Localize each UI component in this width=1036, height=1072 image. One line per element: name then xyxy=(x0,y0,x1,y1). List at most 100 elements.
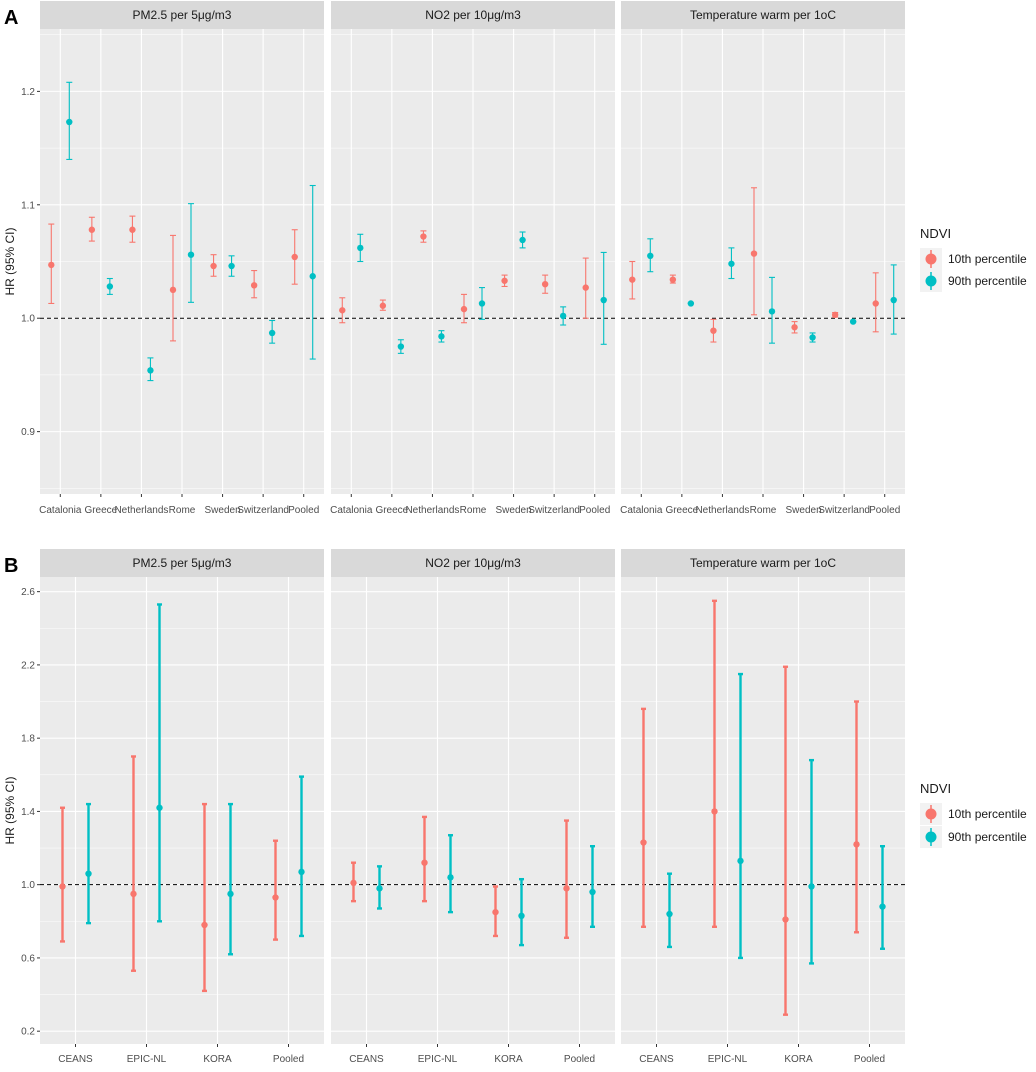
facet-2: NO2 per 10μg/m3 Catalonia GreeceNetherland… xyxy=(330,1,615,516)
y-tick-label: 1.4 xyxy=(21,807,35,818)
y-tick-label: 1.1 xyxy=(21,200,35,211)
estimate-point xyxy=(379,302,387,309)
estimate-point xyxy=(629,276,636,283)
estimate-point xyxy=(397,343,405,350)
estimate-point xyxy=(210,262,217,270)
facet-strip xyxy=(40,549,324,577)
panel-letter-a: A xyxy=(4,7,18,29)
facet-title: PM2.5 per 5μg/m3 xyxy=(133,8,232,22)
x-tick-label: Catalonia xyxy=(39,505,82,516)
estimate-point xyxy=(129,226,136,233)
x-tick-label: KORA xyxy=(494,1054,523,1065)
y-tick-label: 1.8 xyxy=(21,734,35,745)
estimate-point xyxy=(147,367,154,374)
facet-strip xyxy=(331,549,615,577)
estimate-point xyxy=(687,300,695,307)
estimate-point xyxy=(447,874,454,881)
y-axis-title: HR (95% CI) xyxy=(3,227,17,295)
legend-title: NDVI xyxy=(920,781,951,796)
facet-strip xyxy=(40,1,324,29)
x-tick-label: Greece xyxy=(375,505,408,516)
facet-1: PM2.5 per 5μg/m3 Catalonia GreeceNetherlan… xyxy=(39,1,324,516)
x-tick-label: Pooled xyxy=(579,505,610,516)
legend-key-point xyxy=(925,831,937,843)
panel-background xyxy=(331,577,615,1044)
estimate-point xyxy=(376,885,383,892)
estimate-point xyxy=(737,857,744,865)
facet-title: PM2.5 per 5μg/m3 xyxy=(133,556,232,570)
x-tick-label: Catalonia xyxy=(620,505,663,516)
x-tick-label: Rome xyxy=(460,505,487,516)
x-tick-label: Greece xyxy=(84,505,117,516)
facet-strip xyxy=(621,549,905,577)
y-tick-label: 2.2 xyxy=(21,660,35,671)
y-tick-label: 1.0 xyxy=(21,880,35,891)
facet-strip xyxy=(621,1,905,29)
estimate-point xyxy=(782,916,789,923)
x-tick-label: Rome xyxy=(169,505,196,516)
y-tick-label: 0.2 xyxy=(21,1027,35,1038)
chart-b: B HR (95% CI) 0.2 0.6 1.0 1.4 1.8 2.2 2.6 PM2.5 p… xyxy=(3,549,1027,1065)
x-tick-label: Pooled xyxy=(288,505,319,516)
legend-label: 90th percentile xyxy=(948,274,1027,288)
estimate-point xyxy=(187,251,195,258)
estimate-point xyxy=(268,329,276,337)
y-tick-label: 1.2 xyxy=(21,87,35,98)
estimate-point xyxy=(106,283,114,290)
y-axis-title: HR (95% CI) xyxy=(3,776,17,844)
x-tick-label: Netherlands xyxy=(405,505,459,516)
x-tick-label: Switzerland xyxy=(237,505,289,516)
panel-background xyxy=(40,577,324,1044)
x-tick-label: Sweden xyxy=(786,505,822,516)
x-tick-label: Sweden xyxy=(496,505,532,516)
estimate-point xyxy=(768,308,776,315)
y-tick-label: 0.9 xyxy=(21,427,35,438)
estimate-point xyxy=(711,808,718,815)
estimate-point xyxy=(272,894,279,901)
x-tick-label: Netherlands xyxy=(114,505,168,516)
estimate-point xyxy=(791,324,798,331)
estimate-point xyxy=(669,276,677,283)
chart-a: A HR (95% CI) 0.9 1.0 1.1 1.2 PM2.5 per 5μg/m3… xyxy=(3,1,1027,516)
legend-label: 10th percentile xyxy=(948,252,1027,266)
facet-title: Temperature warm per 1oC xyxy=(690,556,836,570)
estimate-point xyxy=(541,280,549,288)
x-tick-label: CEANS xyxy=(349,1054,384,1065)
estimate-point xyxy=(849,318,857,325)
legend-label: 10th percentile xyxy=(948,807,1027,821)
estimate-point xyxy=(890,296,897,304)
estimate-point xyxy=(582,284,589,291)
estimate-point xyxy=(519,236,526,244)
facet-title: Temperature warm per 1oC xyxy=(690,8,836,22)
x-tick-label: EPIC-NL xyxy=(708,1054,748,1065)
y-tick-label: 2.6 xyxy=(21,587,35,598)
estimate-point xyxy=(501,277,508,284)
estimate-point xyxy=(728,260,735,267)
estimate-point xyxy=(879,903,886,910)
x-tick-label: Catalonia xyxy=(330,505,373,516)
estimate-point xyxy=(563,885,570,892)
facet-3: Temperature warm per 1oC Catalonia GreeceN… xyxy=(620,1,905,516)
x-tick-label: Pooled xyxy=(564,1054,595,1065)
estimate-point xyxy=(156,804,163,811)
y-tick-label: 0.6 xyxy=(21,953,35,964)
legend-key-point xyxy=(925,253,937,265)
estimate-point xyxy=(48,261,55,269)
x-tick-label: Greece xyxy=(665,505,698,516)
estimate-point xyxy=(291,253,298,261)
legend: NDVI 10th percentile 90th percentile xyxy=(920,226,1027,292)
x-tick-label: Pooled xyxy=(869,505,900,516)
panel-background xyxy=(621,577,905,1044)
y-tick-label: 1.0 xyxy=(21,314,35,325)
estimate-point xyxy=(809,334,816,341)
estimate-point xyxy=(130,890,137,898)
facet-strip xyxy=(331,1,615,29)
estimate-point xyxy=(309,273,316,280)
x-tick-label: CEANS xyxy=(58,1054,93,1065)
legend-key-point xyxy=(925,808,937,820)
estimate-point xyxy=(666,910,673,918)
estimate-point xyxy=(460,305,468,313)
estimate-point xyxy=(59,883,66,890)
panel-letter-b: B xyxy=(4,555,18,577)
